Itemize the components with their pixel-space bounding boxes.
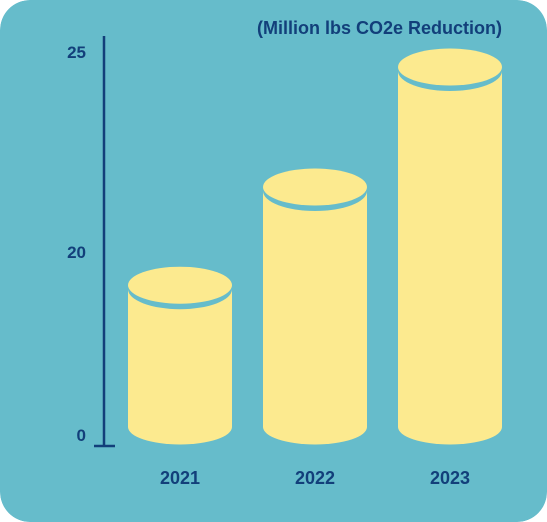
bar-body-2023: [398, 71, 502, 427]
bar-series: [128, 48, 502, 445]
bar-body-2021: [128, 289, 232, 427]
bar-2022: [263, 168, 367, 445]
bar-2023: [398, 48, 502, 445]
bar-top-cap-2022: [263, 168, 367, 206]
bar-body-2022: [263, 191, 367, 427]
chart-title: (Million lbs CO2e Reduction): [257, 18, 502, 38]
x-category-label-2022: 2022: [295, 468, 335, 488]
y-tick-label-0: 0: [77, 426, 86, 445]
bar-top-cap-2023: [398, 48, 502, 86]
x-category-label-2023: 2023: [430, 468, 470, 488]
y-tick-label-20: 20: [67, 243, 86, 262]
bar-top-cap-2021: [128, 266, 232, 304]
y-tick-label-25: 25: [67, 43, 86, 62]
bar-2021: [128, 266, 232, 445]
x-category-label-2021: 2021: [160, 468, 200, 488]
